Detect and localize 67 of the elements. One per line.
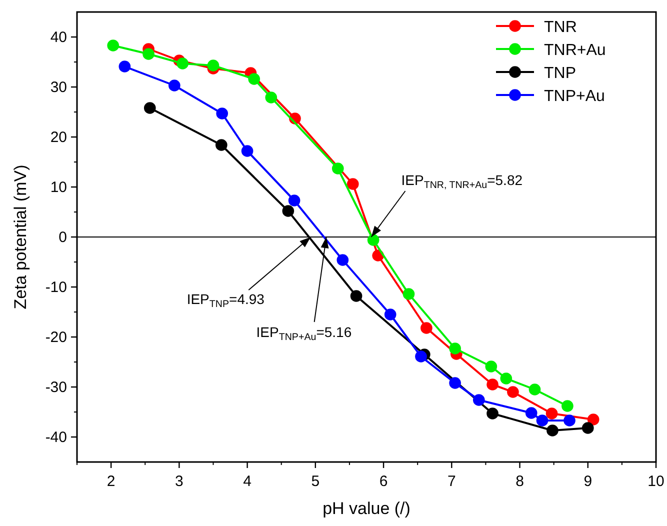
x-axis-title: pH value (/) [322, 499, 410, 518]
point [525, 407, 538, 419]
annotation: IEP$_{TNR, TNR+Au}$=5.82 [401, 172, 523, 190]
point [582, 422, 594, 434]
x-tick-label: 2 [106, 473, 116, 490]
annotation: IEP$_{TNP}$=4.93 [186, 291, 265, 310]
y-tick-label: -40 [45, 429, 67, 446]
legend-label: TNP [544, 65, 576, 82]
point [528, 384, 541, 396]
x-tick-label: 7 [447, 473, 456, 490]
x-tick-label: 3 [175, 473, 184, 490]
point [288, 194, 300, 206]
point [415, 350, 427, 362]
point [420, 322, 432, 334]
point [176, 58, 188, 70]
y-tick-label: -10 [45, 279, 67, 296]
point [107, 40, 120, 52]
point [507, 386, 519, 398]
point [486, 408, 498, 420]
point [367, 234, 380, 246]
y-tick-label: -20 [45, 329, 67, 346]
x-tick-label: 5 [311, 473, 320, 490]
point [546, 408, 558, 420]
x-tick-label: 9 [584, 473, 592, 490]
legend-label: TNP+Au [544, 88, 605, 105]
point [472, 394, 485, 406]
point [449, 342, 461, 354]
y-tick-label: 30 [50, 79, 67, 96]
point [207, 60, 220, 72]
point [536, 414, 548, 426]
y-tick-label: 10 [50, 179, 67, 196]
legend-label: TNR [544, 19, 577, 36]
point [346, 178, 359, 190]
point [248, 73, 260, 85]
point [449, 377, 461, 389]
y-tick-label: -30 [45, 379, 67, 396]
point [485, 360, 498, 372]
point [562, 400, 574, 412]
point [144, 102, 156, 114]
x-tick-label: 4 [243, 473, 252, 490]
point [216, 108, 228, 120]
point [564, 414, 576, 426]
point [118, 60, 131, 72]
legend-label: TNR+Au [544, 42, 606, 59]
point [350, 290, 362, 302]
x-tick-label: 10 [648, 473, 664, 490]
point [384, 308, 396, 320]
point [546, 424, 558, 436]
point [332, 162, 344, 174]
y-tick-label: 20 [50, 129, 67, 146]
annotation: IEP$_{TNP+Au}$=5.16 [256, 324, 352, 342]
point [336, 254, 349, 266]
y-tick-label: 0 [58, 229, 67, 246]
point [500, 372, 512, 384]
y-axis-title: Zeta potential (mV) [11, 164, 30, 310]
point [215, 139, 228, 151]
point [142, 48, 154, 60]
x-tick-label: 6 [379, 473, 388, 490]
point [282, 205, 294, 217]
point [402, 288, 415, 300]
point [486, 378, 498, 390]
point [587, 414, 600, 426]
point [265, 92, 278, 104]
point [168, 80, 180, 92]
y-tick-label: 40 [50, 29, 67, 46]
x-tick-label: 8 [516, 473, 524, 490]
point [241, 145, 254, 157]
